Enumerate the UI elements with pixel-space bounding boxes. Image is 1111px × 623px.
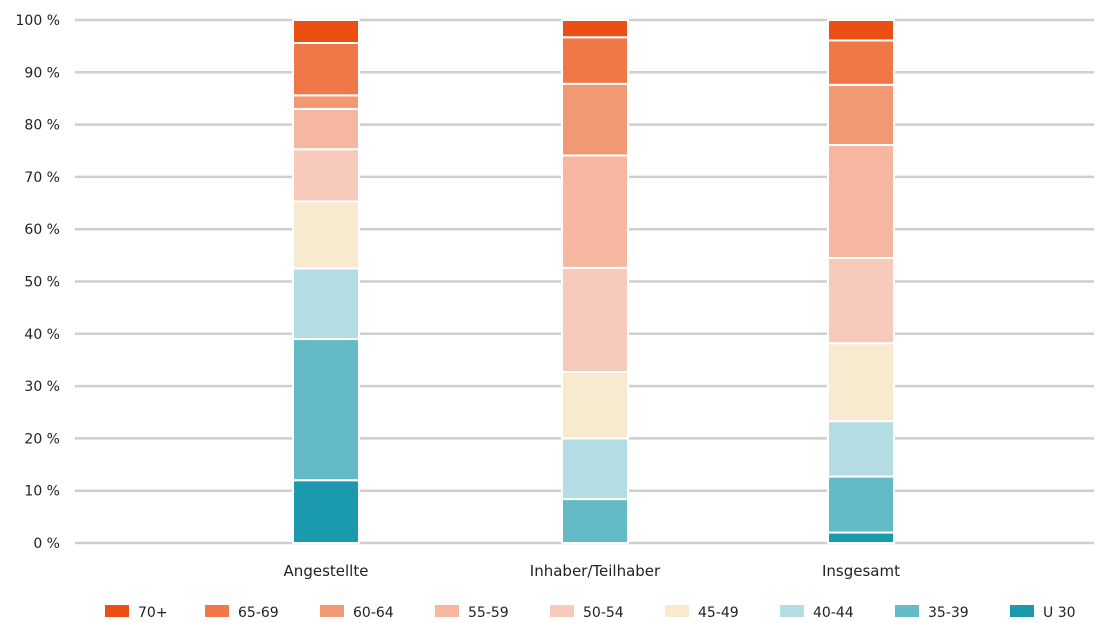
bar-segment bbox=[561, 266, 629, 373]
bar-segment bbox=[292, 42, 360, 97]
legend-swatch bbox=[550, 605, 574, 617]
legend-item: 45-49 bbox=[665, 605, 739, 621]
y-tick-label: 10 % bbox=[24, 484, 60, 500]
bar-segment bbox=[292, 267, 360, 341]
bar-segment bbox=[827, 143, 895, 259]
bar-segment bbox=[827, 19, 895, 42]
bar-segment bbox=[827, 256, 895, 345]
y-tick-label: 30 % bbox=[24, 379, 60, 395]
legend-swatch bbox=[435, 605, 459, 617]
bar-segment bbox=[292, 148, 360, 203]
bar-segment bbox=[561, 437, 629, 501]
legend-swatch bbox=[1010, 605, 1034, 617]
y-tick-label: 90 % bbox=[24, 65, 60, 81]
legend-item: 70+ bbox=[105, 605, 168, 621]
legend-label: 35-39 bbox=[928, 605, 969, 621]
bar-stack bbox=[561, 19, 629, 544]
bar-stack bbox=[827, 19, 895, 544]
bar-segment bbox=[827, 420, 895, 478]
bar-segment bbox=[292, 338, 360, 482]
legend-item: 50-54 bbox=[550, 605, 624, 621]
legend-swatch bbox=[895, 605, 919, 617]
bar-segment bbox=[292, 200, 360, 270]
legend-label: U 30 bbox=[1043, 605, 1076, 621]
bar-segment bbox=[827, 342, 895, 423]
legend-item: 55-59 bbox=[435, 605, 509, 621]
bar-segment bbox=[292, 19, 360, 45]
x-category-label: Angestellte bbox=[284, 562, 369, 580]
bar-segment bbox=[561, 36, 629, 85]
x-axis-category-labels: Angestellte Inhaber/Teilhaber Insgesamt bbox=[284, 562, 901, 580]
y-tick-label: 50 % bbox=[24, 275, 60, 291]
y-tick-label: 70 % bbox=[24, 170, 60, 186]
legend-swatch bbox=[665, 605, 689, 617]
bar-segment bbox=[827, 39, 895, 86]
y-tick-label: 40 % bbox=[24, 327, 60, 343]
y-tick-label: 60 % bbox=[24, 222, 60, 238]
legend-label: 40-44 bbox=[813, 605, 854, 621]
legend-item: U 30 bbox=[1010, 605, 1076, 621]
bar-segment bbox=[827, 83, 895, 146]
bar-segment bbox=[561, 19, 629, 39]
bar-segment bbox=[561, 82, 629, 157]
bar-segment bbox=[292, 94, 360, 110]
legend-item: 35-39 bbox=[895, 605, 969, 621]
bar-stack bbox=[292, 19, 360, 544]
bar-segment bbox=[292, 107, 360, 151]
x-category-label: Insgesamt bbox=[822, 562, 900, 580]
legend: 70+ 65-69 60-64 55-59 50-54 45-49 40-44 35-39 U … bbox=[105, 605, 1076, 621]
bar-segment bbox=[561, 498, 629, 544]
legend-label: 50-54 bbox=[583, 605, 624, 621]
y-tick-label: 100 % bbox=[16, 13, 60, 29]
x-category-label: Inhaber/Teilhaber bbox=[530, 562, 661, 580]
legend-item: 40-44 bbox=[780, 605, 854, 621]
bar-segment bbox=[827, 531, 895, 544]
legend-label: 55-59 bbox=[468, 605, 509, 621]
legend-item: 60-64 bbox=[320, 605, 394, 621]
y-tick-label: 80 % bbox=[24, 118, 60, 134]
legend-swatch bbox=[320, 605, 344, 617]
bar-segment bbox=[827, 475, 895, 534]
legend-label: 45-49 bbox=[698, 605, 739, 621]
bar-segment bbox=[561, 154, 629, 269]
legend-label: 65-69 bbox=[238, 605, 279, 621]
y-axis-tick-labels: 0 % 10 % 20 % 30 % 40 % 50 % 60 % 70 % 80 % 90 % 1… bbox=[16, 13, 60, 552]
legend-swatch bbox=[205, 605, 229, 617]
bar-segment bbox=[292, 479, 360, 544]
legend-item: 65-69 bbox=[205, 605, 279, 621]
legend-label: 60-64 bbox=[353, 605, 394, 621]
legend-label: 70+ bbox=[138, 605, 168, 621]
legend-swatch bbox=[780, 605, 804, 617]
y-tick-label: 20 % bbox=[24, 431, 60, 447]
legend-swatch bbox=[105, 605, 129, 617]
bars bbox=[292, 19, 895, 544]
bar-segment bbox=[561, 370, 629, 440]
y-tick-label: 0 % bbox=[33, 536, 60, 552]
